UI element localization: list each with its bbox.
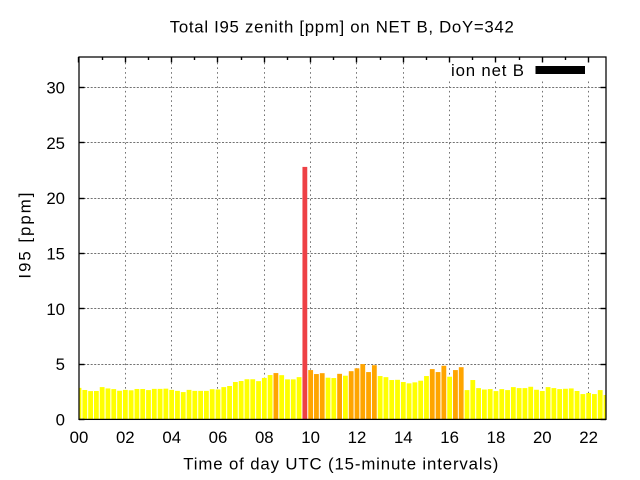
svg-text:Time of day UTC (15-minute int: Time of day UTC (15-minute intervals) [183, 455, 498, 474]
svg-text:20: 20 [46, 189, 65, 208]
svg-text:ion net B: ion net B [451, 61, 524, 80]
svg-text:02: 02 [116, 428, 135, 447]
svg-text:04: 04 [162, 428, 181, 447]
svg-text:30: 30 [46, 79, 65, 98]
svg-text:22: 22 [579, 428, 598, 447]
svg-text:I95 [ppm]: I95 [ppm] [16, 193, 35, 279]
svg-text:08: 08 [255, 428, 274, 447]
svg-text:00: 00 [70, 428, 89, 447]
svg-text:12: 12 [348, 428, 367, 447]
svg-text:14: 14 [394, 428, 413, 447]
svg-text:16: 16 [440, 428, 459, 447]
svg-text:5: 5 [56, 355, 65, 374]
svg-text:25: 25 [46, 134, 65, 153]
svg-text:Total I95 zenith [ppm] on NET: Total I95 zenith [ppm] on NET B, DoY=342 [170, 18, 514, 37]
svg-text:18: 18 [487, 428, 506, 447]
svg-text:0: 0 [56, 410, 65, 429]
svg-text:15: 15 [46, 245, 65, 264]
svg-text:10: 10 [301, 428, 320, 447]
svg-text:20: 20 [533, 428, 552, 447]
svg-text:10: 10 [46, 300, 65, 319]
svg-text:06: 06 [209, 428, 228, 447]
